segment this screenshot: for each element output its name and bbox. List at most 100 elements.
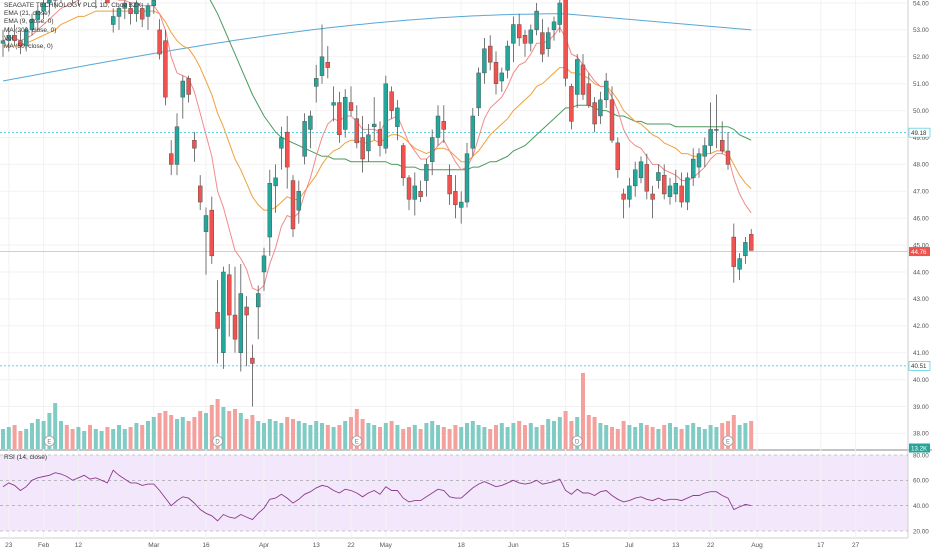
candle-body[interactable] — [535, 11, 539, 30]
candle-body[interactable] — [709, 129, 713, 145]
candle-body[interactable] — [442, 121, 446, 129]
candle-body[interactable] — [616, 143, 620, 170]
candle-body[interactable] — [720, 140, 724, 151]
candle-body[interactable] — [500, 73, 504, 81]
candle-body[interactable] — [163, 41, 167, 97]
candle-body[interactable] — [459, 202, 463, 207]
candle-body[interactable] — [169, 154, 173, 165]
candle-body[interactable] — [204, 216, 208, 232]
candle-body[interactable] — [523, 35, 527, 43]
candle-body[interactable] — [198, 186, 202, 202]
candle-body[interactable] — [494, 62, 498, 84]
candle-body[interactable] — [326, 62, 330, 67]
candle-body[interactable] — [285, 132, 289, 167]
candle-body[interactable] — [378, 129, 382, 145]
candle-body[interactable] — [361, 138, 365, 160]
candle-body[interactable] — [651, 194, 655, 199]
candle-body[interactable] — [697, 154, 701, 167]
candle-body[interactable] — [314, 78, 318, 86]
candle-body[interactable] — [355, 119, 359, 143]
candle-body[interactable] — [372, 124, 376, 127]
candle-body[interactable] — [320, 57, 324, 76]
candle-body[interactable] — [349, 103, 353, 111]
candle-body[interactable] — [726, 151, 730, 164]
candle-body[interactable] — [517, 25, 521, 38]
candle-body[interactable] — [291, 181, 295, 229]
candle-body[interactable] — [274, 178, 278, 186]
candle-body[interactable] — [743, 242, 747, 255]
candle-body[interactable] — [395, 108, 399, 127]
candle-body[interactable] — [581, 65, 585, 95]
candle-body[interactable] — [703, 146, 707, 157]
candle-body[interactable] — [627, 186, 631, 199]
candle-body[interactable] — [471, 116, 475, 148]
candle-body[interactable] — [227, 275, 231, 315]
candle-body[interactable] — [303, 121, 307, 156]
candle-body[interactable] — [297, 191, 301, 210]
candle-body[interactable] — [413, 186, 417, 199]
candle-body[interactable] — [488, 46, 492, 62]
candle-body[interactable] — [685, 178, 689, 202]
candle-body[interactable] — [610, 100, 614, 140]
candle-body[interactable] — [436, 116, 440, 138]
candle-body[interactable] — [668, 186, 672, 197]
candle-body[interactable] — [407, 178, 411, 200]
candle-body[interactable] — [569, 86, 573, 121]
candle-body[interactable] — [250, 358, 254, 363]
candle-body[interactable] — [749, 234, 753, 250]
candle-body[interactable] — [239, 294, 243, 353]
candle-body[interactable] — [598, 100, 602, 116]
candle-body[interactable] — [233, 315, 237, 339]
candle-body[interactable] — [680, 186, 684, 202]
candle-body[interactable] — [366, 135, 370, 151]
candle-body[interactable] — [192, 140, 196, 148]
candle-body[interactable] — [529, 30, 533, 43]
candle-body[interactable] — [448, 175, 452, 194]
candle-body[interactable] — [639, 162, 643, 178]
candle-body[interactable] — [506, 46, 510, 70]
candle-body[interactable] — [656, 172, 660, 180]
candle-body[interactable] — [482, 49, 486, 73]
candle-body[interactable] — [430, 138, 434, 162]
candle-body[interactable] — [158, 30, 162, 54]
candle-body[interactable] — [332, 103, 336, 106]
candle-body[interactable] — [674, 183, 678, 194]
candle-body[interactable] — [152, 0, 156, 5]
candle-body[interactable] — [343, 97, 347, 129]
candle-body[interactable] — [401, 146, 405, 178]
candle-body[interactable] — [511, 25, 515, 44]
candle-body[interactable] — [587, 84, 591, 106]
candle-body[interactable] — [256, 294, 260, 307]
candle-body[interactable] — [575, 59, 579, 94]
candle-body[interactable] — [738, 259, 742, 270]
candle-body[interactable] — [308, 116, 312, 129]
candle-body[interactable] — [552, 22, 556, 30]
candle-body[interactable] — [175, 127, 179, 165]
candle-body[interactable] — [564, 0, 568, 78]
candle-body[interactable] — [419, 191, 423, 196]
candle-body[interactable] — [465, 154, 469, 202]
candle-body[interactable] — [337, 103, 341, 135]
candle-body[interactable] — [262, 256, 266, 272]
candle-body[interactable] — [645, 164, 649, 191]
candle-body[interactable] — [453, 191, 457, 204]
candle-body[interactable] — [216, 312, 220, 328]
candle-body[interactable] — [546, 33, 550, 49]
candle-body[interactable] — [268, 183, 272, 237]
candle-body[interactable] — [732, 237, 736, 267]
candle-body[interactable] — [622, 194, 626, 199]
candle-body[interactable] — [604, 81, 608, 100]
candle-body[interactable] — [210, 210, 214, 256]
candle-body[interactable] — [714, 129, 718, 130]
candle-body[interactable] — [593, 103, 597, 125]
candle-body[interactable] — [540, 33, 544, 55]
candle-body[interactable] — [187, 78, 191, 94]
candle-body[interactable] — [691, 159, 695, 178]
candle-body[interactable] — [662, 175, 666, 194]
candle-body[interactable] — [558, 3, 562, 25]
candle-body[interactable] — [384, 84, 388, 149]
candle-body[interactable] — [633, 170, 637, 186]
candle-body[interactable] — [424, 164, 428, 180]
